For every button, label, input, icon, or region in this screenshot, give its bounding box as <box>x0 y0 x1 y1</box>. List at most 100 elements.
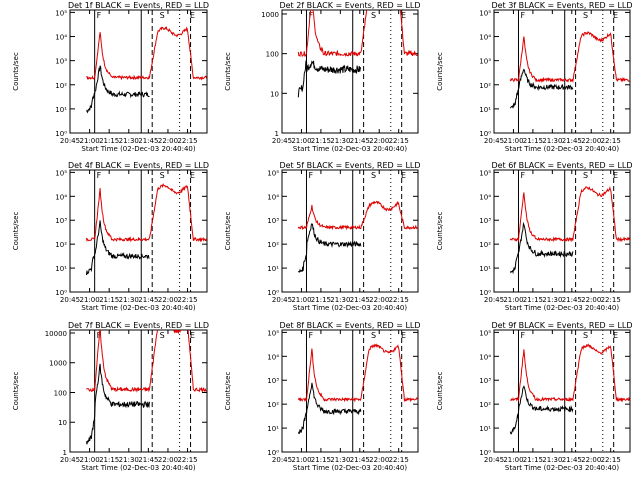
x-tick-label: 21:15 <box>523 456 543 464</box>
y-tick-label: 10⁴ <box>479 34 491 42</box>
series-events <box>85 363 150 445</box>
x-tick-label: 21:00 <box>291 137 311 145</box>
marker-e: E <box>401 171 406 180</box>
x-tick-label: 21:30 <box>330 296 350 304</box>
x-tick-label: 22:00 <box>158 137 178 145</box>
marker-f: F <box>308 11 313 20</box>
y-axis-label: Counts/sec <box>224 52 232 91</box>
series-lld <box>86 330 207 393</box>
y-tick-label: 10³ <box>267 217 279 225</box>
y-tick-label: 10¹ <box>479 265 491 273</box>
x-tick-label: 21:00 <box>79 137 99 145</box>
y-axis-label: Counts/sec <box>224 372 232 411</box>
plot-frame <box>281 9 419 134</box>
series-events <box>509 385 574 435</box>
y-tick-label: 10¹ <box>55 265 67 273</box>
y-tick-label: 10² <box>55 241 67 249</box>
x-tick-label: 22:15 <box>389 296 409 304</box>
x-tick-label: 22:00 <box>581 137 601 145</box>
y-tick-label: 1000 <box>261 11 279 19</box>
x-tick-label: 21:15 <box>523 137 543 145</box>
series-events <box>509 221 574 275</box>
y-tick-label: 10¹ <box>479 106 491 114</box>
x-tick-label: 21:15 <box>311 456 331 464</box>
y-tick-label: 10¹ <box>55 106 67 114</box>
y-tick-label: 100 <box>54 389 67 397</box>
marker-s: S <box>160 171 165 180</box>
x-tick-label: 22:15 <box>177 456 197 464</box>
plot-frame <box>69 169 208 293</box>
panel-title: Det 2f BLACK = Events, RED = LLD <box>279 1 420 10</box>
y-tick-label: 10² <box>479 241 491 249</box>
marker-e: E <box>190 331 195 340</box>
x-tick-label: 21:45 <box>138 456 158 464</box>
x-tick-label: 22:15 <box>177 296 197 304</box>
y-axis-label: Counts/sec <box>12 372 20 411</box>
marker-f: F <box>520 171 525 180</box>
marker-s: S <box>583 171 588 180</box>
series-events <box>297 223 362 273</box>
x-tick-label: 22:00 <box>369 296 389 304</box>
panel-title: Det 4f BLACK = Events, RED = LLD <box>68 161 209 170</box>
y-tick-label: 10³ <box>55 217 67 225</box>
y-tick-label: 10⁵ <box>267 329 279 337</box>
x-axis-label: Start Time (02-Dec-03 20:40:40) <box>81 145 195 153</box>
x-tick-label: 21:00 <box>503 456 523 464</box>
x-tick-label: 22:15 <box>601 137 621 145</box>
y-tick-label: 10 <box>58 419 67 427</box>
x-tick-label: 22:00 <box>158 296 178 304</box>
marker-f: F <box>308 171 313 180</box>
y-tick-label: 10³ <box>267 377 279 385</box>
y-tick-label: 10⁰ <box>267 289 279 297</box>
marker-f: F <box>520 11 525 20</box>
marker-e: E <box>613 11 618 20</box>
x-tick-label: 20:45 <box>272 296 292 304</box>
plot-frame <box>493 329 631 453</box>
y-tick-label: 10000 <box>45 330 67 338</box>
y-tick-label: 10¹ <box>267 265 279 273</box>
series-events <box>509 68 574 109</box>
y-tick-label: 10⁴ <box>479 353 491 361</box>
marker-s: S <box>583 11 588 20</box>
plot-frame <box>69 9 208 134</box>
panel-title: Det 7f BLACK = Events, RED = LLD <box>68 321 209 330</box>
x-tick-label: 21:30 <box>330 456 350 464</box>
x-tick-label: 21:45 <box>562 137 582 145</box>
series-lld <box>297 200 418 231</box>
x-tick-label: 21:00 <box>79 296 99 304</box>
marker-f: F <box>520 331 525 340</box>
y-tick-label: 10⁵ <box>479 9 491 17</box>
marker-e: E <box>613 331 618 340</box>
x-tick-label: 21:45 <box>138 296 158 304</box>
panel-det-5: Det 5f BLACK = Events, RED = LLD Counts/s… <box>224 161 421 312</box>
x-tick-label: 21:15 <box>99 137 119 145</box>
y-axis-label: Counts/sec <box>436 212 444 251</box>
panel-det-1: Det 1f BLACK = Events, RED = LLD Counts/s… <box>12 1 209 153</box>
x-tick-label: 22:15 <box>389 456 409 464</box>
marker-e: E <box>190 11 195 20</box>
marker-f: F <box>308 331 313 340</box>
series-lld <box>297 343 418 403</box>
y-tick-label: 10³ <box>55 58 67 66</box>
x-tick-label: 21:15 <box>311 296 331 304</box>
x-tick-label: 21:30 <box>542 456 562 464</box>
y-tick-label: 10⁰ <box>267 449 279 457</box>
panel-title: Det 3f BLACK = Events, RED = LLD <box>491 1 632 10</box>
marker-f: F <box>97 11 102 20</box>
y-tick-label: 10³ <box>479 217 491 225</box>
x-axis-label: Start Time (02-Dec-03 20:40:40) <box>505 464 619 472</box>
y-tick-label: 1 <box>275 130 279 138</box>
x-tick-label: 21:45 <box>562 296 582 304</box>
y-tick-label: 10⁰ <box>55 130 67 138</box>
x-tick-label: 21:00 <box>291 456 311 464</box>
y-tick-label: 10⁰ <box>55 289 67 297</box>
y-tick-label: 10³ <box>479 377 491 385</box>
series-events <box>86 65 150 114</box>
x-axis-label: Start Time (02-Dec-03 20:40:40) <box>505 304 619 312</box>
series-lld <box>509 30 630 84</box>
panel-title: Det 9f BLACK = Events, RED = LLD <box>491 321 632 330</box>
y-tick-label: 10⁵ <box>55 169 67 177</box>
marker-e: E <box>613 171 618 180</box>
series-events <box>297 59 362 98</box>
